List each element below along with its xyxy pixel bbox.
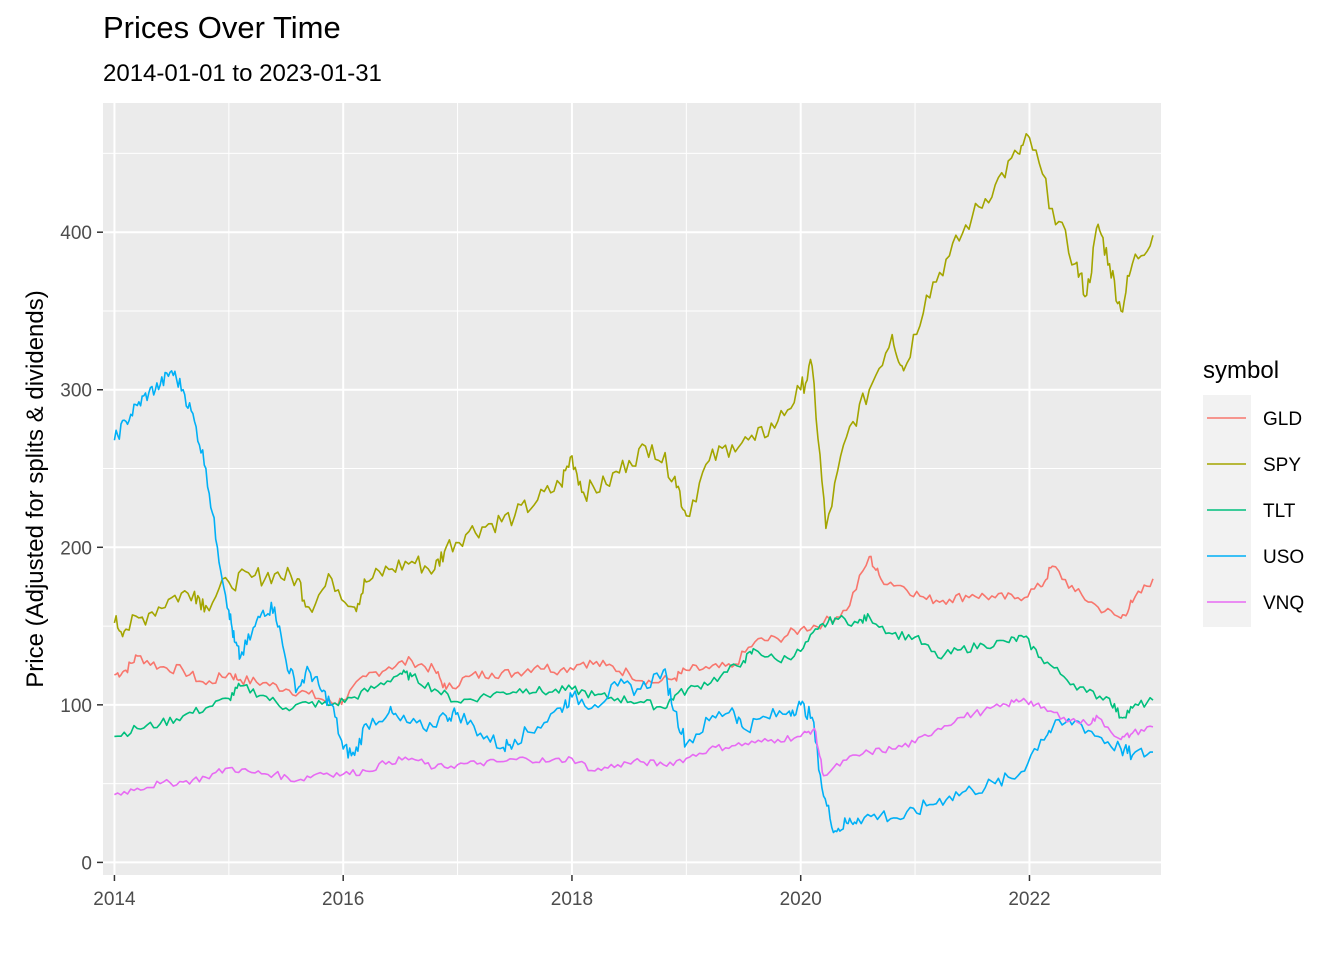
y-tick-label: 300	[60, 381, 92, 402]
x-axis: 2014 2016 2018 2020 2022	[93, 875, 1051, 910]
series-line-gld	[114, 555, 1154, 706]
major-gridlines	[103, 103, 1161, 875]
series-line-spy	[113, 133, 1154, 638]
legend-label-spy: SPY	[1263, 455, 1301, 476]
x-tick-label: 2022	[1008, 889, 1050, 910]
chart-subtitle: 2014-01-01 to 2023-01-31	[103, 60, 382, 87]
series-line-tlt	[114, 613, 1154, 738]
legend-label-vnq: VNQ	[1263, 593, 1304, 614]
y-axis-title: Price (Adjusted for splits & dividends)	[22, 290, 49, 688]
series-lines	[113, 133, 1154, 834]
y-tick-label: 0	[81, 853, 92, 874]
legend-label-tlt: TLT	[1263, 501, 1296, 522]
y-axis: 0 100 200 300 400	[60, 223, 103, 874]
legend-label-uso: USO	[1263, 547, 1304, 568]
y-tick-label: 100	[60, 696, 92, 717]
x-tick-label: 2020	[780, 889, 822, 910]
legend-key-background	[1203, 395, 1251, 627]
x-tick-label: 2014	[93, 889, 136, 910]
plot-panel	[103, 103, 1161, 875]
y-tick-label: 200	[60, 538, 92, 559]
chart-title: Prices Over Time	[103, 10, 341, 45]
series-line-uso	[113, 370, 1153, 834]
legend-label-gld: GLD	[1263, 409, 1302, 430]
legend: symbol GLD SPY TLT USO VNQ	[1203, 357, 1304, 627]
x-tick-label: 2018	[551, 889, 593, 910]
x-tick-label: 2016	[322, 889, 364, 910]
y-tick-label: 400	[60, 223, 92, 244]
legend-title: symbol	[1203, 357, 1279, 384]
series-line-vnq	[114, 697, 1154, 796]
